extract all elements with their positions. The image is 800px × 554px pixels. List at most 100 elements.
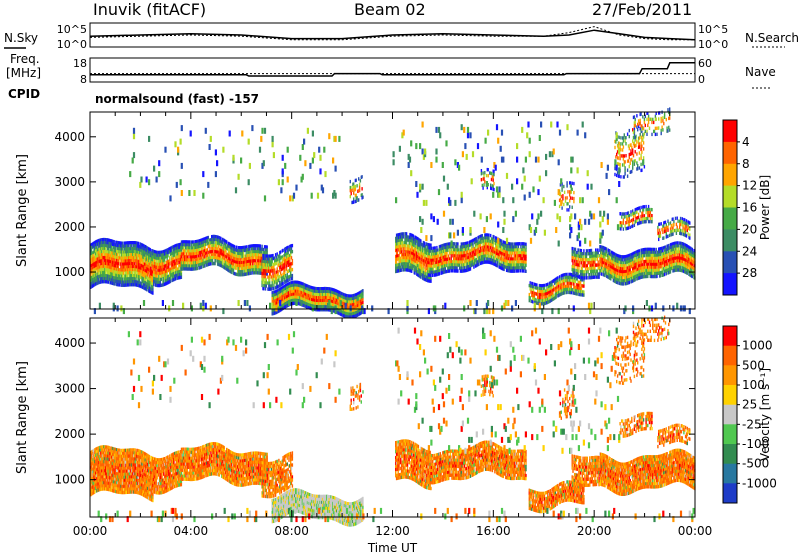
power-cell <box>303 291 305 296</box>
power-cell <box>215 253 217 257</box>
power-cell <box>284 247 286 251</box>
power-cell <box>177 273 179 277</box>
power-cell <box>190 258 193 262</box>
power-cell <box>92 271 94 276</box>
power-cell <box>266 263 268 267</box>
power-cell <box>195 239 198 244</box>
power-cell <box>168 262 170 266</box>
power-cell <box>150 254 152 258</box>
power-cell <box>358 303 361 307</box>
power-cell <box>316 287 318 291</box>
power-cell <box>253 271 256 275</box>
power-cell <box>269 254 271 258</box>
power-cell <box>327 308 329 312</box>
power-cell <box>248 256 250 261</box>
power-cell <box>317 299 320 303</box>
power-cell <box>328 296 330 300</box>
power-cell <box>247 254 249 258</box>
power-cell <box>283 278 285 282</box>
power-cell <box>110 275 112 279</box>
power-cell <box>412 243 415 247</box>
power-cell <box>194 264 196 268</box>
power-cell <box>245 245 247 249</box>
power-cell <box>331 296 333 301</box>
power-cell <box>416 260 418 264</box>
power-cell <box>412 258 415 262</box>
power-cell <box>121 244 123 248</box>
power-cell <box>132 280 134 284</box>
power-cell <box>120 265 122 269</box>
power-cell <box>176 276 178 280</box>
power-cell <box>192 258 194 262</box>
power-cell <box>98 250 100 255</box>
power-cell <box>514 260 516 264</box>
power-cell <box>415 262 417 267</box>
power-cell <box>148 247 150 251</box>
power-cell <box>281 295 283 299</box>
power-cell <box>295 289 298 293</box>
power-cell <box>106 256 109 260</box>
power-cell <box>241 246 243 250</box>
power-cell <box>277 275 279 280</box>
power-cell <box>126 244 128 248</box>
power-cell <box>411 242 414 247</box>
power-cell <box>405 244 407 248</box>
power-cell <box>317 305 320 309</box>
power-cell <box>324 295 326 300</box>
power-cell <box>234 248 236 252</box>
power-cell <box>93 259 95 263</box>
power-cell <box>242 266 244 271</box>
power-cell <box>163 270 166 274</box>
power-cell <box>101 259 104 263</box>
power-cell <box>321 287 324 291</box>
power-cell <box>232 247 235 251</box>
power-cell <box>116 273 118 278</box>
power-cell <box>282 303 284 308</box>
power-cell <box>162 253 164 257</box>
power-cell <box>159 283 162 288</box>
power-cell <box>264 245 267 249</box>
power-cell <box>158 256 160 261</box>
power-cell <box>172 263 174 267</box>
power-cell <box>99 280 101 284</box>
power-cell <box>340 306 342 311</box>
power-cell <box>117 283 120 287</box>
power-cell <box>275 255 278 260</box>
power-cell <box>358 306 360 311</box>
power-cell <box>340 312 342 317</box>
power-cell <box>172 260 174 264</box>
power-cell <box>165 263 167 268</box>
power-cell <box>415 253 417 258</box>
power-cell <box>156 277 158 282</box>
power-cell <box>190 243 193 247</box>
power-cell <box>112 263 115 268</box>
power-cell <box>195 249 197 253</box>
power-cell <box>106 280 109 284</box>
power-cell <box>322 302 325 306</box>
power-cell <box>248 244 250 249</box>
power-cell <box>137 268 140 273</box>
power-cell <box>164 252 167 256</box>
power-cell <box>253 262 256 266</box>
power-cell <box>155 280 157 284</box>
power-cell <box>164 279 167 283</box>
power-cell <box>147 258 149 262</box>
power-cell <box>153 256 156 260</box>
power-cell <box>153 265 156 269</box>
power-cell <box>218 236 220 240</box>
power-cell <box>194 246 196 250</box>
power-cell <box>96 254 99 258</box>
power-cell <box>99 277 101 281</box>
power-cell <box>302 282 304 286</box>
power-cell <box>279 265 281 270</box>
power-cell <box>92 265 94 270</box>
power-cell <box>339 291 341 295</box>
power-cell <box>290 277 293 281</box>
power-cell <box>358 297 360 302</box>
power-cell <box>275 285 278 290</box>
power-cell <box>204 255 206 259</box>
power-cell <box>213 252 215 257</box>
power-cell <box>231 267 233 272</box>
power-cell <box>132 283 134 287</box>
power-cell <box>125 283 127 287</box>
